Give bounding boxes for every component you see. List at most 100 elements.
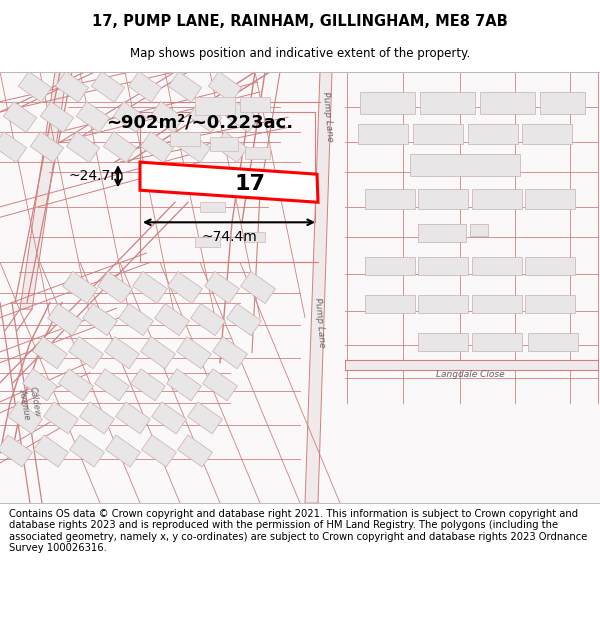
Polygon shape xyxy=(40,101,74,132)
Polygon shape xyxy=(32,337,67,369)
Polygon shape xyxy=(167,271,202,304)
Polygon shape xyxy=(188,101,221,132)
Polygon shape xyxy=(67,132,100,162)
Polygon shape xyxy=(116,402,151,434)
Polygon shape xyxy=(472,189,522,209)
Polygon shape xyxy=(195,97,235,115)
Polygon shape xyxy=(418,332,468,351)
Polygon shape xyxy=(76,101,110,132)
Polygon shape xyxy=(170,132,200,146)
Polygon shape xyxy=(152,402,187,434)
Text: ~902m²/~0.223ac.: ~902m²/~0.223ac. xyxy=(106,113,293,131)
Polygon shape xyxy=(472,258,522,276)
Polygon shape xyxy=(528,332,578,351)
Polygon shape xyxy=(540,92,585,114)
Text: 17, PUMP LANE, RAINHAM, GILLINGHAM, ME8 7AB: 17, PUMP LANE, RAINHAM, GILLINGHAM, ME8 … xyxy=(92,14,508,29)
Polygon shape xyxy=(522,124,572,144)
Polygon shape xyxy=(195,238,220,248)
Polygon shape xyxy=(155,304,190,336)
Polygon shape xyxy=(208,71,242,102)
Polygon shape xyxy=(191,304,226,336)
Text: ~24.7m: ~24.7m xyxy=(68,169,124,183)
Polygon shape xyxy=(98,271,133,304)
Polygon shape xyxy=(103,132,137,162)
Text: ~74.4m: ~74.4m xyxy=(201,231,257,244)
Polygon shape xyxy=(203,369,238,401)
Polygon shape xyxy=(472,294,522,312)
Polygon shape xyxy=(413,124,463,144)
Polygon shape xyxy=(480,92,535,114)
Polygon shape xyxy=(525,258,575,276)
Text: 17: 17 xyxy=(235,174,265,194)
Polygon shape xyxy=(358,124,408,144)
Polygon shape xyxy=(131,369,166,401)
Polygon shape xyxy=(140,132,173,162)
Polygon shape xyxy=(8,402,43,434)
Text: Langdale Close: Langdale Close xyxy=(436,370,505,379)
Polygon shape xyxy=(210,137,238,151)
Polygon shape xyxy=(418,258,468,276)
Text: Pump Lane: Pump Lane xyxy=(313,297,326,348)
Polygon shape xyxy=(4,101,37,132)
Polygon shape xyxy=(20,72,67,309)
Polygon shape xyxy=(245,147,270,159)
Polygon shape xyxy=(200,202,225,212)
Polygon shape xyxy=(410,154,520,176)
Polygon shape xyxy=(212,337,247,369)
Polygon shape xyxy=(104,337,139,369)
Polygon shape xyxy=(214,132,248,162)
Polygon shape xyxy=(365,294,415,312)
Text: Pump Lane: Pump Lane xyxy=(322,92,335,142)
Polygon shape xyxy=(365,258,415,276)
Polygon shape xyxy=(140,337,175,369)
Polygon shape xyxy=(31,132,64,162)
Polygon shape xyxy=(44,402,79,434)
Polygon shape xyxy=(241,271,275,304)
Polygon shape xyxy=(91,71,125,102)
Polygon shape xyxy=(525,189,575,209)
Polygon shape xyxy=(34,435,68,467)
Polygon shape xyxy=(95,369,130,401)
Polygon shape xyxy=(142,435,176,467)
Polygon shape xyxy=(169,71,202,102)
Polygon shape xyxy=(113,101,146,132)
Polygon shape xyxy=(345,360,598,370)
Polygon shape xyxy=(55,71,89,102)
Polygon shape xyxy=(472,332,522,351)
Text: Contains OS data © Crown copyright and database right 2021. This information is : Contains OS data © Crown copyright and d… xyxy=(9,509,587,553)
Polygon shape xyxy=(178,132,211,162)
Polygon shape xyxy=(240,97,270,112)
Polygon shape xyxy=(128,71,161,102)
Polygon shape xyxy=(470,224,488,236)
Polygon shape xyxy=(23,369,58,401)
Polygon shape xyxy=(47,304,82,336)
Polygon shape xyxy=(420,92,475,114)
Text: Caldew
Avenue: Caldew Avenue xyxy=(18,386,42,420)
Polygon shape xyxy=(167,369,202,401)
Polygon shape xyxy=(418,294,468,312)
Polygon shape xyxy=(133,271,167,304)
Polygon shape xyxy=(176,337,211,369)
Polygon shape xyxy=(418,189,468,209)
Polygon shape xyxy=(68,337,103,369)
Polygon shape xyxy=(305,72,332,503)
Polygon shape xyxy=(0,72,600,503)
Polygon shape xyxy=(205,271,239,304)
Polygon shape xyxy=(62,271,97,304)
Polygon shape xyxy=(0,435,32,467)
Polygon shape xyxy=(151,101,184,132)
Polygon shape xyxy=(140,162,318,202)
Polygon shape xyxy=(80,402,115,434)
Polygon shape xyxy=(83,304,118,336)
Polygon shape xyxy=(245,232,265,242)
Polygon shape xyxy=(226,101,259,132)
Polygon shape xyxy=(0,132,26,162)
Polygon shape xyxy=(59,369,94,401)
Polygon shape xyxy=(365,189,415,209)
Polygon shape xyxy=(178,435,212,467)
Polygon shape xyxy=(418,224,466,243)
Polygon shape xyxy=(119,304,154,336)
Polygon shape xyxy=(106,435,140,467)
Text: Map shows position and indicative extent of the property.: Map shows position and indicative extent… xyxy=(130,48,470,61)
Polygon shape xyxy=(188,402,223,434)
